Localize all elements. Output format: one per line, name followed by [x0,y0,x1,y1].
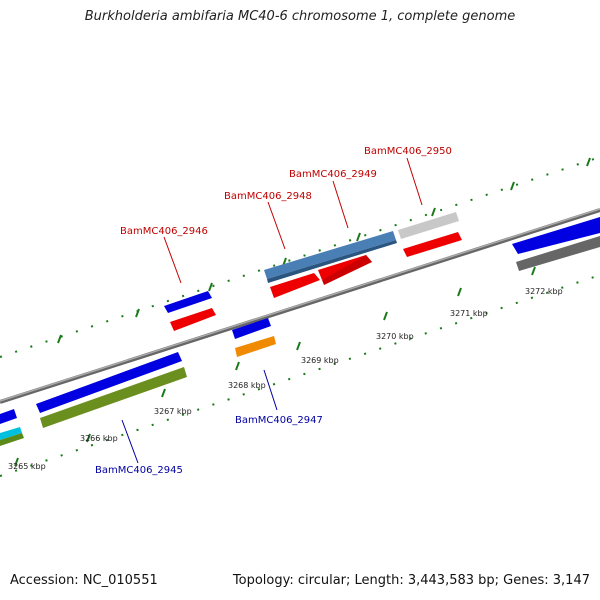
scale-tick-label: 3267 kbp [154,407,192,416]
gene-block[interactable] [40,367,187,428]
gene-block [267,240,397,283]
gene-block[interactable] [235,336,276,357]
scale-tick-label: 3271 kbp [450,309,488,318]
gene-block [322,255,372,285]
reverse-genes [40,318,276,428]
gene-label[interactable]: BamMC406_2947 [235,415,323,426]
gene-label[interactable]: BamMC406_2950 [364,146,452,157]
scale-tick-label: 3269 kbp [301,356,339,365]
scale-tick-label: 3266 kbp [80,434,118,443]
scale-tick-label: 3265 kbp [8,462,46,471]
gene-label[interactable]: BamMC406_2946 [120,226,208,237]
label-leaders [121,157,423,464]
upper-dotted-guide [0,156,600,358]
gene-label[interactable]: BamMC406_2948 [224,191,312,202]
gene-block[interactable] [232,318,271,339]
gene-block[interactable] [170,308,216,331]
reverse-gene-labels: BamMC406_2947 BamMC406_2945 [95,415,323,476]
gene-block[interactable] [36,352,182,413]
genome-summary-text: Topology: circular; Length: 3,443,583 bp… [232,573,590,588]
gene-block[interactable] [403,232,462,257]
gene-block[interactable] [0,433,24,446]
scale-tick-label: 3270 kbp [376,332,414,341]
forward-gene-labels: BamMC406_2946 BamMC406_2948 BamMC406_294… [120,146,452,237]
gene-block[interactable] [398,212,459,239]
gene-block[interactable] [264,231,396,279]
gene-block[interactable] [516,236,600,271]
gene-block[interactable] [0,409,17,424]
major-ticks [14,266,536,467]
gene-block[interactable] [270,273,320,298]
scale-tick-label: 3268 kbp [228,381,266,390]
backbone [0,208,600,404]
gene-label[interactable]: BamMC406_2945 [95,465,183,476]
accession-text: Accession: NC_010551 [10,573,158,588]
gene-label[interactable]: BamMC406_2949 [289,169,377,180]
scale-tick-label: 3272 kbp [525,287,563,296]
gene-block[interactable] [0,427,22,440]
gene-block[interactable] [164,291,212,313]
upper-ticks [57,157,591,344]
scale-labels: 3265 kbp 3266 kbp 3267 kbp 3268 kbp 3269… [8,287,563,471]
map-title: Burkholderia ambifaria MC40-6 chromosome… [84,9,516,24]
gene-block[interactable] [512,217,600,254]
forward-genes [0,212,600,446]
